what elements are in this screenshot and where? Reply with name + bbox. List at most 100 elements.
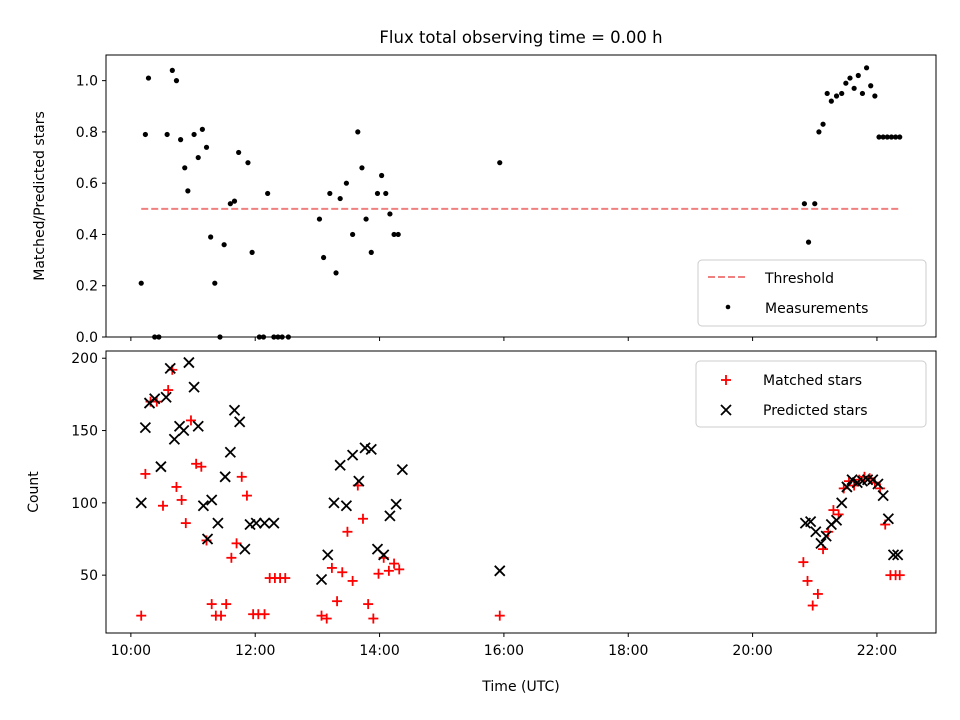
bottom-y-tick-label: 100 bbox=[71, 496, 98, 512]
predicted-star-point bbox=[810, 526, 822, 538]
measurement-point bbox=[816, 129, 822, 135]
predicted-star-point bbox=[815, 537, 827, 549]
predicted-star-point bbox=[820, 530, 832, 542]
matched-star-point bbox=[280, 573, 291, 584]
measurement-point bbox=[368, 249, 374, 255]
matched-star-point bbox=[191, 458, 202, 469]
predicted-star-point bbox=[340, 500, 353, 512]
predicted-star-point bbox=[334, 459, 346, 471]
measurement-point bbox=[265, 190, 271, 197]
measurement-point bbox=[855, 72, 861, 79]
measurement-point bbox=[321, 254, 327, 261]
measurement-point bbox=[391, 231, 397, 238]
predicted-star-point bbox=[135, 497, 147, 509]
measurement-point bbox=[337, 195, 343, 202]
top-axis-ticks: 0.0 0.2 0.4 0.6 0.8 1.0 bbox=[76, 74, 878, 346]
predicted-star-point bbox=[219, 471, 231, 483]
chart-title: Flux total observing time = 0.00 h bbox=[379, 28, 662, 47]
predicted-star-point bbox=[197, 500, 210, 512]
measurement-point bbox=[888, 134, 895, 140]
predicted-star-point bbox=[155, 461, 167, 473]
matched-star-point bbox=[140, 468, 151, 479]
measurement-point bbox=[236, 149, 242, 156]
matched-star-point bbox=[171, 481, 182, 492]
top-axes-frame bbox=[105, 54, 937, 338]
measurement-point bbox=[169, 67, 175, 73]
matched-star-point bbox=[176, 494, 187, 505]
top-y-tick-label: 0.6 bbox=[76, 176, 98, 192]
measurement-point bbox=[327, 190, 333, 197]
matched-star-point bbox=[332, 596, 343, 607]
measurement-point bbox=[828, 98, 834, 104]
measurements-legend-swatch bbox=[725, 304, 731, 310]
matched-star-point bbox=[316, 610, 327, 621]
measurement-point bbox=[173, 78, 180, 84]
matched-star-point bbox=[389, 558, 400, 569]
predicted-star-point bbox=[353, 475, 365, 487]
measurement-point bbox=[249, 249, 255, 255]
measurement-point bbox=[824, 90, 830, 97]
measurement-point bbox=[245, 160, 251, 166]
bottom-x-tick-label: 10:00 bbox=[111, 643, 151, 659]
predicted-star-point bbox=[877, 489, 889, 502]
matched-star-point bbox=[828, 505, 839, 516]
matched-star-point bbox=[241, 490, 252, 501]
measurement-point bbox=[379, 172, 385, 179]
bottom-y-tick-label: 150 bbox=[71, 424, 98, 440]
bottom-axis-ticks: 50 100 150 200 10:00 12:00 14:00 16:00 18:00 20:0… bbox=[71, 351, 897, 659]
predicted-star-point bbox=[872, 478, 884, 490]
bottom-x-tick-label: 14:00 bbox=[359, 643, 399, 659]
measurement-point bbox=[203, 144, 210, 150]
measurement-point bbox=[395, 231, 401, 238]
predicted-star-point bbox=[378, 549, 390, 561]
matched-star-point bbox=[357, 513, 368, 524]
measurement-point bbox=[897, 134, 903, 140]
bottom-axes-frame bbox=[105, 350, 937, 634]
matched-star-point bbox=[394, 564, 405, 575]
top-y-tick-label: 0.2 bbox=[76, 279, 98, 295]
measurement-point bbox=[333, 270, 339, 276]
top-y-tick-label: 1.0 bbox=[76, 74, 98, 90]
top-y-tick-label: 0.8 bbox=[76, 125, 98, 141]
predicted-star-point bbox=[183, 356, 195, 369]
matched-star-point bbox=[798, 557, 809, 568]
predicted-star-point bbox=[168, 433, 181, 445]
predicted-star-point bbox=[164, 362, 176, 374]
measurement-point bbox=[812, 201, 818, 207]
matched-star-point bbox=[326, 562, 337, 573]
matched-star-point bbox=[807, 600, 818, 611]
measurement-point bbox=[801, 201, 808, 207]
measurement-point bbox=[851, 85, 857, 91]
measurement-point bbox=[383, 190, 389, 197]
measurement-point bbox=[208, 234, 214, 240]
measurement-point bbox=[863, 65, 870, 71]
measurement-point bbox=[868, 83, 874, 89]
predicted-star-point bbox=[178, 424, 190, 437]
matched-star-point bbox=[236, 471, 247, 482]
predicted-star-point bbox=[139, 422, 152, 434]
measurement-point bbox=[387, 211, 393, 217]
measurement-point bbox=[872, 93, 878, 99]
predicted-star-point bbox=[396, 463, 408, 476]
measurement-point bbox=[859, 90, 866, 97]
predicted-star-point bbox=[224, 446, 236, 458]
predicted-star-point bbox=[160, 391, 172, 403]
measurement-point bbox=[145, 75, 152, 81]
matched-star-point bbox=[259, 609, 270, 620]
measurement-point bbox=[191, 131, 197, 138]
measurement-point bbox=[884, 134, 890, 140]
predicted-star-point bbox=[384, 510, 396, 522]
predicted-star-point bbox=[892, 549, 904, 561]
matched-legend-swatch bbox=[721, 375, 731, 385]
matched-star-point bbox=[494, 610, 505, 621]
matched-star-point bbox=[321, 613, 332, 624]
predicted-star-point bbox=[212, 517, 224, 529]
predicted-star-point bbox=[239, 543, 251, 555]
measurement-point bbox=[880, 134, 886, 140]
top-panel: 0.0 0.2 0.4 0.6 0.8 1.0 Matched/Predicted sta… bbox=[32, 54, 937, 346]
measurement-point bbox=[182, 165, 188, 171]
matched-star-point bbox=[206, 599, 217, 610]
bottom-plot-area bbox=[135, 356, 905, 624]
measurement-point bbox=[374, 190, 381, 197]
matched-star-point bbox=[226, 552, 237, 563]
